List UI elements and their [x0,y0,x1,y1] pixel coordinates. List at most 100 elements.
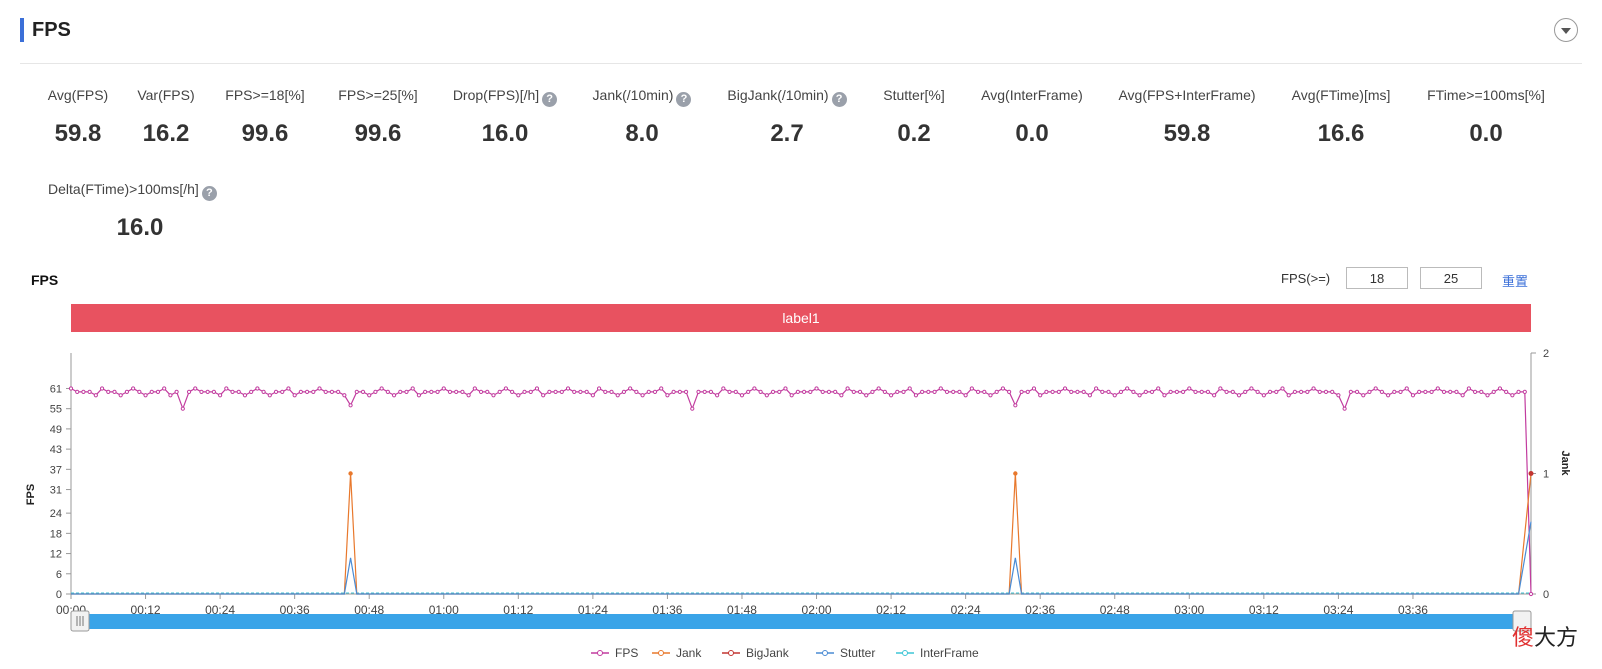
legend-swatch-dot [658,650,664,656]
fps-point [1212,393,1217,398]
fps-point [429,389,434,394]
fps-point [944,389,950,394]
zoom-handle-right[interactable] [1512,610,1532,632]
fps-point [447,389,453,394]
y2-tick-label: 2 [1543,348,1549,360]
fps-point [826,389,832,394]
fps-point [1075,389,1080,394]
y-tick-label: 43 [50,444,62,456]
fps-point [1187,386,1192,391]
help-icon[interactable]: ? [201,186,217,201]
legend-item[interactable]: Jank [652,646,702,660]
fps-point [727,389,732,394]
fps-point [1336,393,1341,398]
fps-threshold-high-input[interactable] [1420,267,1482,289]
x-tick-label: 00:12 [131,603,161,617]
help-icon[interactable]: ? [676,92,692,107]
fps-point [982,389,987,394]
fps-point [913,393,919,398]
fps-point [1373,386,1378,391]
fps-point [1528,591,1534,597]
fps-point [367,393,372,398]
fps-point [820,389,825,394]
metric-value: 0.0 [1015,120,1049,147]
fps-point [1348,389,1353,394]
fps-point [1354,389,1360,394]
fps-point [1013,403,1018,408]
fps-point [770,389,776,394]
fps-point [1311,386,1316,391]
fps-point [789,393,794,398]
metric-label-text: Avg(FPS+InterFrame) [1118,87,1256,103]
fps-point [1292,389,1298,394]
fps-point [348,403,353,408]
fps-point [1230,389,1235,394]
metric-label-text: FPS>=25[%] [338,87,418,103]
fps-point [895,389,900,394]
metric-label: Var(FPS) [121,86,211,104]
legend-item[interactable]: FPS [591,646,638,660]
fps-point [621,389,627,394]
label-band[interactable]: label1 [71,304,1531,332]
metric-value: 0.0 [1469,120,1503,147]
fps-point [671,389,676,394]
fps-point [1125,386,1130,391]
y2-tick-label: 0 [1543,589,1549,601]
fps-point [783,386,788,391]
fps-point [1143,389,1148,394]
collapse-toggle-button[interactable] [1554,18,1578,42]
fps-point [870,389,875,394]
x-tick-label: 00:48 [354,603,384,617]
fps-point [994,389,999,394]
fps-threshold-low-input[interactable] [1346,267,1408,289]
fps-point [1094,386,1099,391]
y-tick-label: 61 [50,383,62,395]
metric-label-text: Drop(FPS)[/h] [452,87,540,103]
fps-point [659,386,664,391]
fps-point [273,389,279,394]
fps-point [1466,386,1471,391]
x-tick-label: 02:12 [876,603,906,617]
metric-label: FPS>=25[%] [318,86,438,104]
fps-point [99,386,105,391]
fps-point [1106,389,1111,394]
fps-point [839,393,844,398]
fps-point [1131,389,1136,394]
help-icon[interactable]: ? [542,92,558,107]
fps-point [1454,389,1459,394]
fps-point [1199,389,1204,394]
metric-value: 0.2 [897,120,931,147]
fps-point [528,389,533,394]
fps-point [603,389,608,394]
fps-point [230,389,235,394]
metric-label: Avg(FPS) [23,86,133,104]
metric-value: 59.8 [54,120,102,147]
fps-point [845,386,850,391]
fps-point [1379,389,1384,394]
legend-item[interactable]: BigJank [722,646,790,660]
fps-point [478,389,484,394]
fps-point [137,389,142,394]
fps-point [1112,393,1117,398]
fps-point [503,386,508,391]
metric-value: 16.2 [142,120,190,147]
help-icon[interactable]: ? [831,92,847,107]
fps-point [1448,389,1453,394]
fps-point [1429,389,1434,394]
fps-point [1286,393,1291,398]
fps-point [590,393,595,398]
metric-label: Stutter[%] [864,86,964,104]
fps-point [143,393,148,398]
watermark-text: 大方 [1534,625,1579,650]
header-divider [20,63,1582,64]
reset-link[interactable]: 重置 [1502,274,1529,289]
fps-point [286,386,291,391]
y-tick-label: 18 [50,528,62,540]
fps-point [814,386,819,391]
fps-point [1485,393,1490,398]
fps-point [1472,389,1478,394]
fps-point [926,389,931,394]
fps-point [1317,389,1322,394]
legend-item[interactable]: InterFrame [896,646,979,660]
legend-item[interactable]: Stutter [816,646,875,660]
